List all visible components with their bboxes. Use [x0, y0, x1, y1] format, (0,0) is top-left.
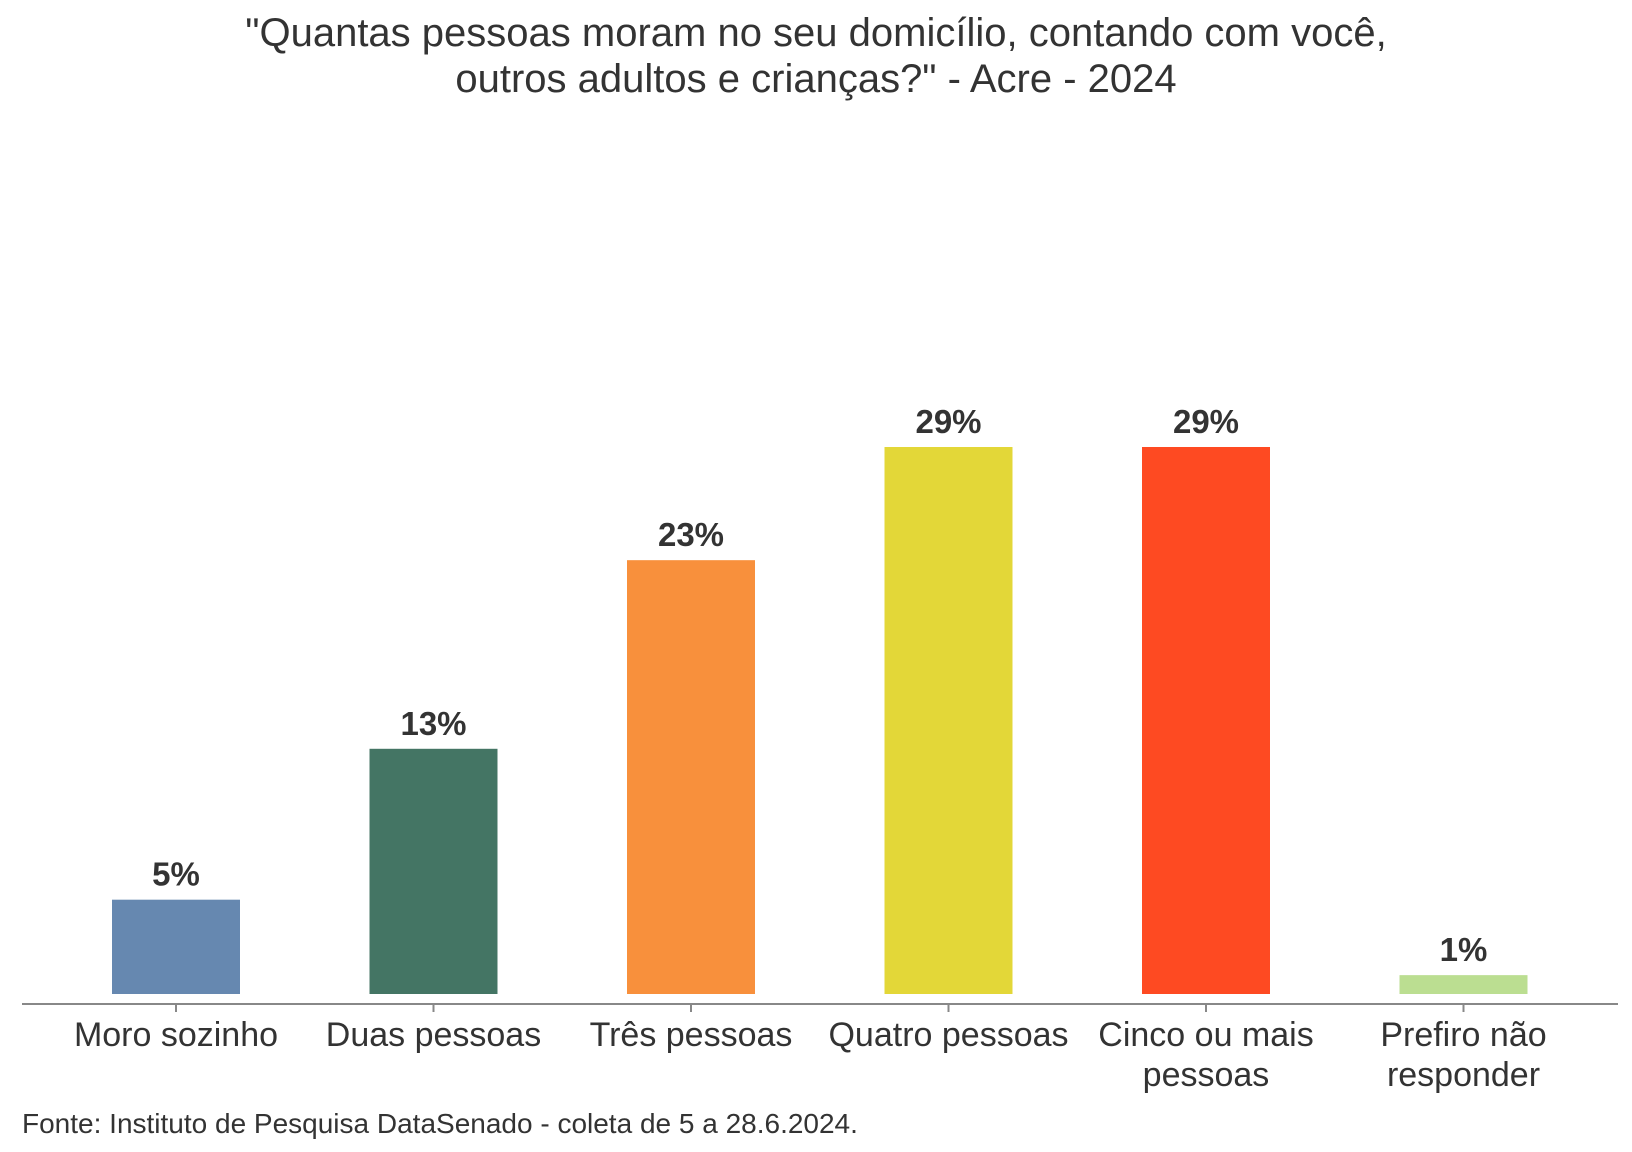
- x-tick-label: Prefiro não: [1380, 1016, 1546, 1054]
- data-label: 23%: [658, 516, 724, 553]
- data-label: 13%: [400, 705, 466, 742]
- chart-title: "Quantas pessoas moram no seu domicílio,…: [0, 10, 1632, 102]
- x-tick-label: Quatro pessoas: [828, 1016, 1068, 1054]
- x-tick-label: Moro sozinho: [74, 1016, 278, 1054]
- bar: [884, 447, 1013, 994]
- x-tick-label: pessoas: [1143, 1056, 1270, 1094]
- x-tick-label: Cinco ou mais: [1098, 1016, 1313, 1054]
- bar: [1399, 975, 1528, 994]
- x-tick-label: Duas pessoas: [326, 1016, 541, 1054]
- bar: [369, 748, 498, 994]
- x-tick-label: Três pessoas: [590, 1016, 793, 1054]
- data-label: 1%: [1440, 931, 1488, 968]
- data-label: 29%: [1173, 403, 1239, 440]
- bar: [1142, 447, 1270, 994]
- bar: [112, 899, 240, 994]
- bar: [627, 560, 755, 994]
- x-tick-label: responder: [1387, 1056, 1540, 1094]
- chart-title-line-1: "Quantas pessoas moram no seu domicílio,…: [245, 11, 1387, 55]
- data-label: 5%: [152, 856, 200, 893]
- source-note: Fonte: Instituto de Pesquisa DataSenado …: [22, 1108, 858, 1139]
- data-label: 29%: [915, 403, 981, 440]
- chart-title-line-2: outros adultos e crianças?" - Acre - 202…: [455, 57, 1177, 101]
